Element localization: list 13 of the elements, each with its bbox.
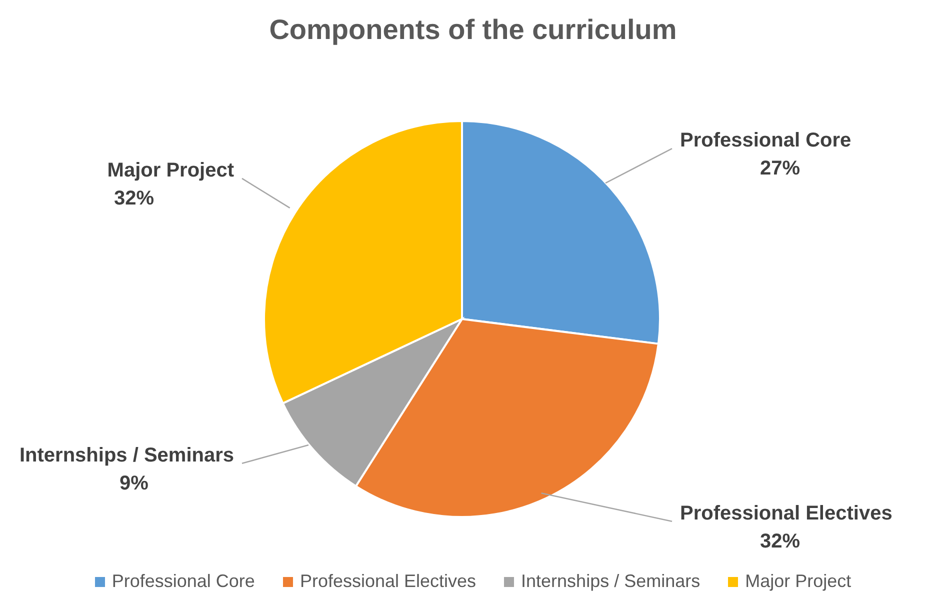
data-label: 32% (760, 530, 800, 552)
slice-label: Professional Core (680, 130, 852, 152)
legend-label: Internships / Seminars (521, 571, 700, 592)
legend-label: Professional Core (112, 571, 255, 592)
data-label: 27% (760, 158, 800, 180)
legend-label: Major Project (745, 571, 852, 592)
chart-title: Components of the curriculum (268, 13, 678, 47)
slice-label: Internships / Seminars (19, 444, 234, 466)
slice-label: Professional Electives (680, 502, 892, 524)
legend-label: Professional Electives (300, 571, 476, 592)
slice-label: Major Project (107, 159, 234, 182)
data-label: 32% (114, 187, 154, 210)
data-label: 9% (120, 472, 149, 494)
